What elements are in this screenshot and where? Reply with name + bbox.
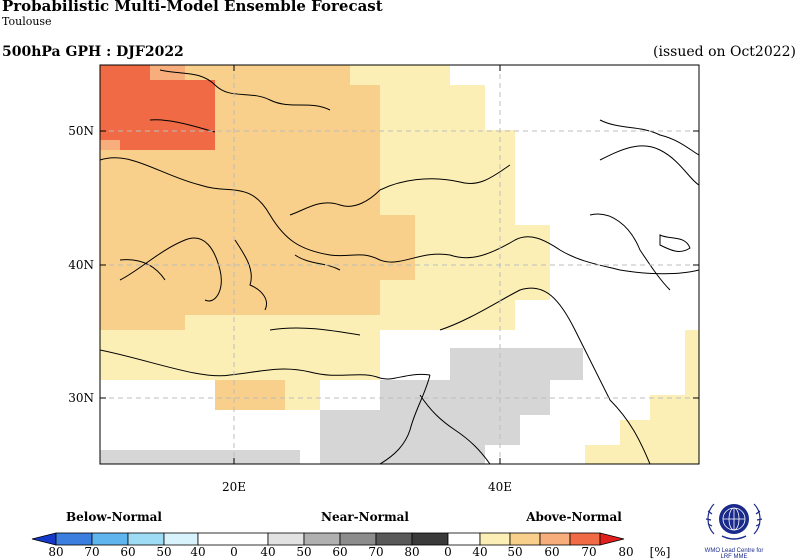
lat-label-50n: 50N (68, 124, 94, 138)
colorbar-below-50 (127, 532, 165, 546)
colorbar-tick-label: 40 (190, 545, 205, 559)
wmo-logo: WMO Lead Centre for LRF MME (700, 496, 768, 560)
page-title: Probabilistic Multi-Model Ensemble Forec… (2, 0, 383, 15)
colorbar-below-80 (31, 532, 57, 546)
colorbar-tick-label: 60 (332, 545, 347, 559)
colorbar-tick-label: 70 (368, 545, 383, 559)
colorbar-near-40 (267, 532, 305, 546)
graticule (100, 65, 699, 464)
colorbar-tick-label: 50 (507, 545, 522, 559)
colorbar-tick-label: 40 (472, 545, 487, 559)
legend-near-normal-label: Near-Normal (321, 510, 409, 524)
near-normal-40-50-area (100, 348, 583, 464)
colorbar-tick-label: 70 (84, 545, 99, 559)
colorbar-tick-label: 50 (156, 545, 171, 559)
colorbar-below-70 (55, 532, 93, 546)
colorbar-tick-label: 0 (444, 545, 452, 559)
colorbar-below-60 (91, 532, 129, 546)
lon-label-40e: 40E (488, 480, 512, 494)
coastlines (100, 69, 699, 464)
region-label: Toulouse (2, 15, 52, 28)
colorbar-near-70 (375, 532, 413, 546)
colorbar-tick-label: 80 (48, 545, 63, 559)
colorbar-above-70 (569, 532, 601, 546)
colorbar-above-60 (539, 532, 571, 546)
colorbar-tick-label: 80 (404, 545, 419, 559)
lon-label-20e: 20E (222, 480, 246, 494)
probability-shading (100, 65, 699, 464)
colorbar-tick-label: 60 (120, 545, 135, 559)
colorbar-tick-label: 60 (544, 545, 559, 559)
colorbar-near-50 (303, 532, 341, 546)
colorbar-unit: [%] (650, 545, 671, 559)
colorbar-normal-gap (197, 532, 269, 546)
colorbar-above-80 (599, 532, 625, 546)
colorbar-tick-label: 80 (618, 545, 633, 559)
colorbar-tick-labels: 80 70 60 50 40 0 40 50 60 70 80 0 40 50 60 70 80 (48, 545, 633, 559)
colorbar-gap-2 (447, 532, 481, 546)
colorbar-above-40 (479, 532, 511, 546)
axis-ticks (100, 65, 699, 464)
colorbar-below-40 (163, 532, 199, 546)
wmo-emblem-icon (705, 503, 763, 540)
forecast-map: 50N 40N 30N 20E 40E (68, 64, 700, 494)
colorbar-near-80 (411, 532, 449, 546)
lat-label-40n: 40N (68, 258, 94, 272)
colorbar-above-50 (509, 532, 541, 546)
colorbar-tick-label: 40 (260, 545, 275, 559)
product-label: 500hPa GPH : DJF2022 (2, 44, 184, 60)
issued-label: (issued on Oct2022) (653, 44, 796, 60)
lat-label-30n: 30N (68, 391, 94, 405)
wmo-caption-1: WMO Lead Centre for (704, 548, 764, 554)
above-normal-70-80-area (100, 65, 215, 150)
colorbar (31, 532, 625, 546)
legend-above-normal-label: Above-Normal (525, 510, 622, 524)
colorbar-tick-label: 70 (581, 545, 596, 559)
legend-below-normal-label: Below-Normal (66, 510, 162, 524)
colorbar-tick-label: 50 (296, 545, 311, 559)
colorbar-near-60 (339, 532, 377, 546)
colorbar-tick-label: 0 (230, 545, 238, 559)
wmo-caption-2: LRF MME (720, 554, 748, 560)
